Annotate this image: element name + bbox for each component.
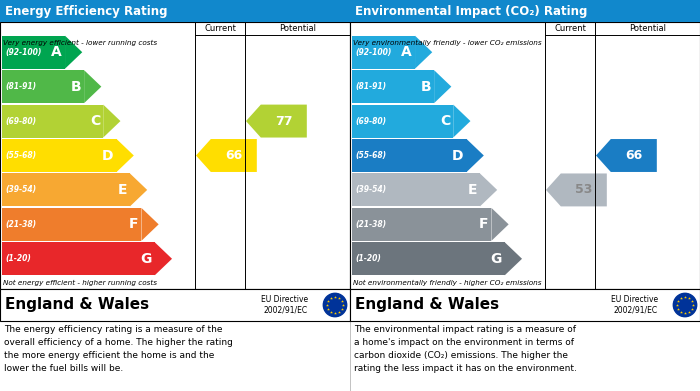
- Text: 77: 77: [275, 115, 293, 127]
- FancyBboxPatch shape: [2, 208, 141, 241]
- Polygon shape: [453, 105, 470, 138]
- FancyBboxPatch shape: [350, 0, 700, 22]
- Text: EU Directive
2002/91/EC: EU Directive 2002/91/EC: [611, 295, 658, 315]
- Text: (81-91): (81-91): [355, 82, 386, 91]
- Text: (69-80): (69-80): [355, 117, 386, 126]
- Polygon shape: [130, 174, 147, 206]
- Text: (92-100): (92-100): [5, 48, 41, 57]
- FancyBboxPatch shape: [2, 174, 130, 206]
- Polygon shape: [434, 70, 452, 103]
- Text: 66: 66: [625, 149, 643, 162]
- FancyBboxPatch shape: [352, 242, 505, 275]
- Text: B: B: [71, 80, 81, 93]
- Text: Current: Current: [204, 24, 236, 33]
- Polygon shape: [141, 208, 159, 241]
- FancyBboxPatch shape: [2, 36, 65, 69]
- FancyBboxPatch shape: [2, 139, 117, 172]
- Text: 53: 53: [575, 183, 592, 196]
- Circle shape: [673, 293, 696, 317]
- Text: G: G: [141, 252, 152, 266]
- Text: C: C: [90, 114, 100, 128]
- Text: A: A: [401, 45, 412, 59]
- Polygon shape: [480, 174, 497, 206]
- Polygon shape: [415, 36, 432, 69]
- Text: G: G: [491, 252, 502, 266]
- Polygon shape: [546, 174, 607, 206]
- FancyBboxPatch shape: [2, 105, 103, 138]
- Polygon shape: [596, 139, 657, 172]
- FancyBboxPatch shape: [0, 22, 350, 289]
- FancyBboxPatch shape: [0, 289, 350, 321]
- Text: E: E: [468, 183, 477, 197]
- Text: England & Wales: England & Wales: [5, 298, 149, 312]
- Circle shape: [323, 293, 346, 317]
- Polygon shape: [155, 242, 172, 275]
- FancyBboxPatch shape: [350, 289, 700, 321]
- Text: Environmental Impact (CO₂) Rating: Environmental Impact (CO₂) Rating: [355, 5, 587, 18]
- Polygon shape: [467, 139, 484, 172]
- Text: Very environmentally friendly - lower CO₂ emissions: Very environmentally friendly - lower CO…: [353, 39, 542, 46]
- Text: Very energy efficient - lower running costs: Very energy efficient - lower running co…: [3, 39, 157, 46]
- Text: England & Wales: England & Wales: [355, 298, 499, 312]
- Text: (1-20): (1-20): [355, 254, 381, 263]
- Text: 66: 66: [225, 149, 242, 162]
- FancyBboxPatch shape: [2, 70, 84, 103]
- Text: (55-68): (55-68): [5, 151, 36, 160]
- Text: The environmental impact rating is a measure of
a home's impact on the environme: The environmental impact rating is a mea…: [354, 325, 577, 373]
- Polygon shape: [246, 105, 307, 138]
- Text: (55-68): (55-68): [355, 151, 386, 160]
- FancyBboxPatch shape: [0, 0, 350, 22]
- Polygon shape: [84, 70, 102, 103]
- Polygon shape: [196, 139, 257, 172]
- Text: Not energy efficient - higher running costs: Not energy efficient - higher running co…: [3, 280, 157, 285]
- Text: F: F: [479, 217, 489, 231]
- Text: Potential: Potential: [279, 24, 316, 33]
- Text: Current: Current: [554, 24, 586, 33]
- Text: F: F: [129, 217, 139, 231]
- FancyBboxPatch shape: [352, 70, 434, 103]
- FancyBboxPatch shape: [352, 105, 453, 138]
- Polygon shape: [117, 139, 134, 172]
- Text: (69-80): (69-80): [5, 117, 36, 126]
- Text: EU Directive
2002/91/EC: EU Directive 2002/91/EC: [261, 295, 308, 315]
- Text: Energy Efficiency Rating: Energy Efficiency Rating: [5, 5, 167, 18]
- FancyBboxPatch shape: [352, 208, 491, 241]
- Polygon shape: [65, 36, 82, 69]
- Text: D: D: [452, 149, 463, 163]
- Text: (81-91): (81-91): [5, 82, 36, 91]
- Text: A: A: [51, 45, 62, 59]
- Polygon shape: [491, 208, 509, 241]
- Text: (1-20): (1-20): [5, 254, 31, 263]
- Text: The energy efficiency rating is a measure of the
overall efficiency of a home. T: The energy efficiency rating is a measur…: [4, 325, 233, 373]
- FancyBboxPatch shape: [352, 36, 415, 69]
- Polygon shape: [103, 105, 120, 138]
- Text: B: B: [421, 80, 431, 93]
- Text: (21-38): (21-38): [5, 220, 36, 229]
- Text: C: C: [440, 114, 450, 128]
- FancyBboxPatch shape: [2, 242, 155, 275]
- Polygon shape: [505, 242, 522, 275]
- FancyBboxPatch shape: [352, 139, 467, 172]
- FancyBboxPatch shape: [350, 22, 700, 289]
- Text: (92-100): (92-100): [355, 48, 391, 57]
- Text: E: E: [118, 183, 127, 197]
- Text: (21-38): (21-38): [355, 220, 386, 229]
- Text: D: D: [102, 149, 113, 163]
- Text: Potential: Potential: [629, 24, 666, 33]
- Text: (39-54): (39-54): [355, 185, 386, 194]
- Text: Not environmentally friendly - higher CO₂ emissions: Not environmentally friendly - higher CO…: [353, 280, 542, 285]
- Text: (39-54): (39-54): [5, 185, 36, 194]
- FancyBboxPatch shape: [352, 174, 480, 206]
